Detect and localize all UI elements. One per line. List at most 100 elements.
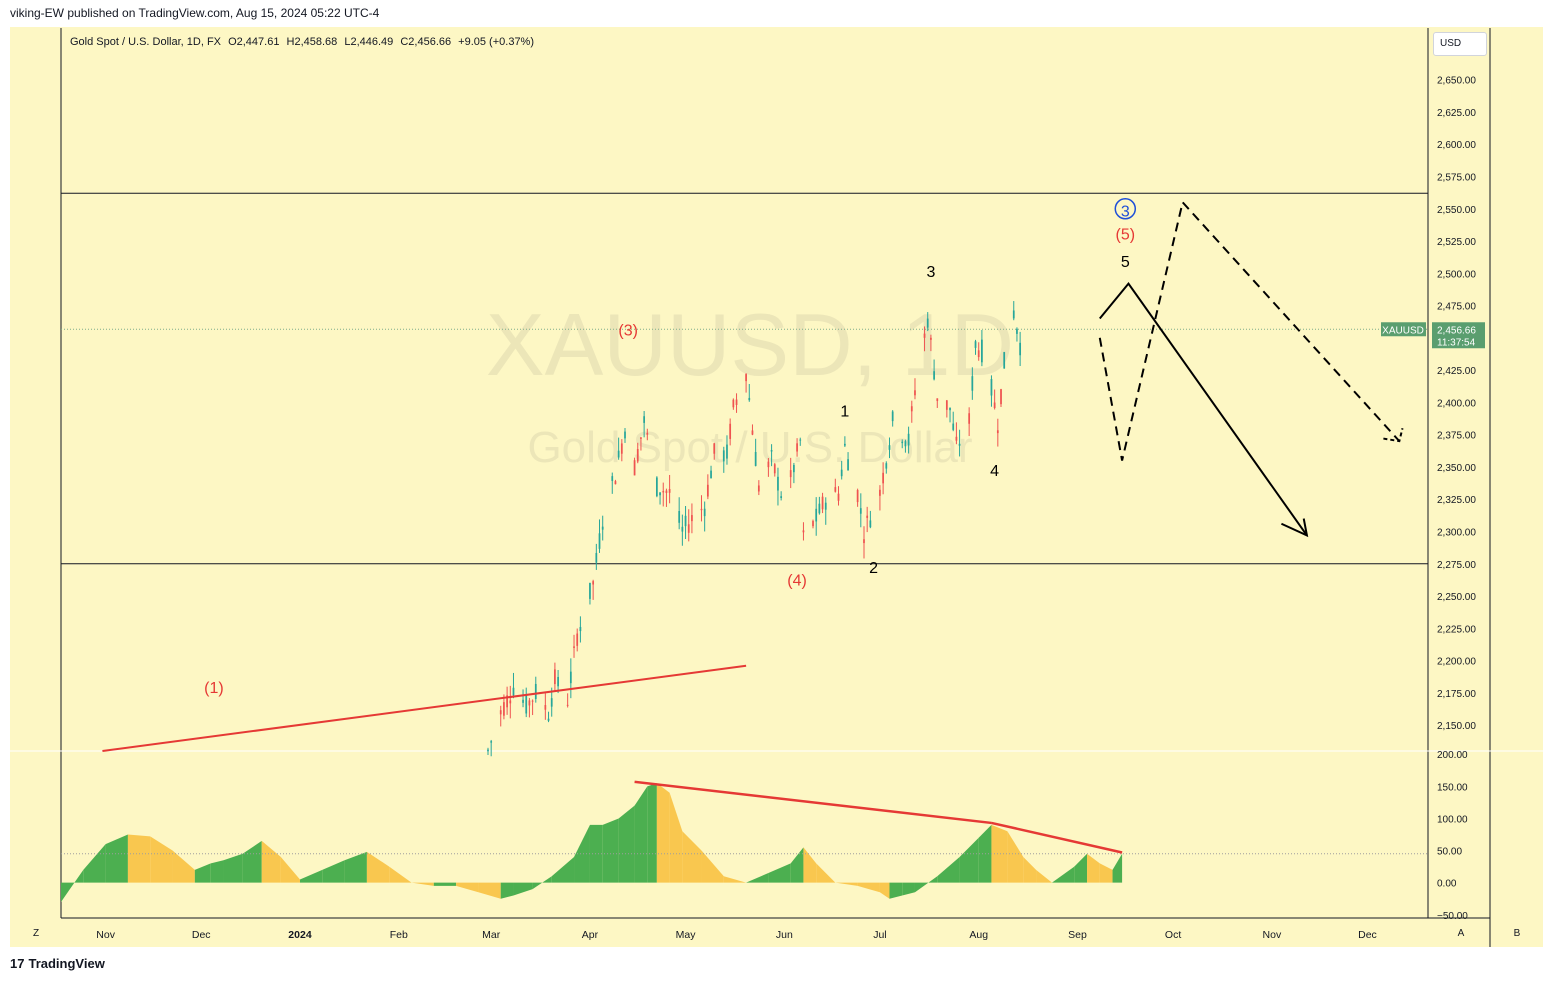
projection-primary-arrowhead bbox=[1281, 518, 1309, 538]
candle-body bbox=[691, 515, 693, 522]
oscillator-area-segment bbox=[790, 847, 804, 883]
chart-frame[interactable] bbox=[10, 27, 1543, 947]
divergence-line-end bbox=[991, 821, 1123, 854]
time-tick-label: Feb bbox=[390, 929, 408, 941]
candle-body bbox=[732, 399, 735, 408]
projection-alternate-path bbox=[1098, 200, 1401, 461]
tradingview-logo-icon: 17 bbox=[10, 956, 25, 971]
candle-body bbox=[684, 515, 687, 527]
candle-body bbox=[821, 496, 824, 510]
oscillator-area-segment bbox=[768, 863, 791, 883]
candle-body bbox=[882, 472, 884, 484]
price-tick-label: 2,350.00 bbox=[1437, 463, 1476, 474]
candle-body bbox=[579, 626, 582, 632]
candle-body bbox=[722, 450, 725, 462]
oscillator-area-segment bbox=[61, 869, 84, 902]
log-scale-button[interactable]: B bbox=[1513, 928, 1521, 939]
oscillator-area-segment bbox=[551, 856, 575, 883]
candle-body bbox=[958, 443, 961, 446]
oscillator-area-segment bbox=[83, 844, 106, 883]
time-tick-label: Nov bbox=[96, 929, 115, 941]
oscillator-area-segment bbox=[589, 824, 603, 883]
time-tick-label: Mar bbox=[482, 929, 501, 941]
candle-body bbox=[866, 515, 869, 518]
candle-body bbox=[933, 371, 935, 380]
oscillator-area-segment bbox=[280, 856, 300, 883]
oscillator-area-segment bbox=[618, 805, 635, 883]
oscillator-area-segment bbox=[959, 837, 979, 883]
candle-body bbox=[668, 489, 671, 493]
candle-body bbox=[930, 337, 932, 340]
oscillator-tick-label: 100.00 bbox=[1437, 814, 1468, 825]
watermark-symbol: XAUUSD, 1D bbox=[486, 295, 1014, 394]
oscillator-tick-label: 200.00 bbox=[1437, 750, 1468, 761]
oscillator-area-segment bbox=[210, 860, 224, 883]
candle-body bbox=[569, 671, 572, 684]
candle-body bbox=[525, 694, 528, 714]
candle-body bbox=[509, 700, 512, 704]
candle-body bbox=[796, 443, 798, 452]
wave-label-3-blue-circle bbox=[1114, 198, 1137, 220]
price-tick-label: 2,175.00 bbox=[1437, 689, 1476, 700]
candle-body bbox=[646, 432, 649, 435]
candle-body bbox=[547, 718, 550, 721]
auto-scale-button[interactable]: A bbox=[1457, 928, 1465, 939]
candle-body bbox=[713, 443, 716, 454]
price-tick-label: 2,500.00 bbox=[1437, 269, 1476, 280]
candle-body bbox=[726, 444, 728, 459]
price-tick-label: 2,625.00 bbox=[1437, 108, 1476, 119]
time-tick-label: May bbox=[676, 929, 697, 941]
currency-button[interactable]: USD bbox=[1433, 32, 1487, 56]
candle-body bbox=[770, 450, 773, 452]
price-tick-label: 2,475.00 bbox=[1437, 302, 1476, 313]
candle-body bbox=[566, 704, 569, 706]
candle-body bbox=[856, 490, 859, 503]
oscillator-area-segment bbox=[602, 818, 619, 883]
price-tick-label: 2,400.00 bbox=[1437, 398, 1476, 409]
red-trendline bbox=[102, 664, 747, 752]
oscillator-area-segment bbox=[723, 876, 747, 883]
candle-body bbox=[573, 646, 575, 648]
candle-body bbox=[1003, 352, 1006, 369]
time-tick-label: Oct bbox=[1165, 929, 1181, 941]
candle-body bbox=[767, 461, 770, 468]
candle-body bbox=[910, 406, 913, 412]
wave-label-5-red: (5) bbox=[1116, 227, 1136, 244]
candle-body bbox=[601, 526, 604, 530]
candle-body bbox=[665, 490, 668, 493]
projection-alternate-arrowhead bbox=[1383, 427, 1404, 443]
candle-body bbox=[643, 416, 646, 423]
oscillator-area-segment bbox=[914, 876, 938, 893]
price-tag-symbol-box bbox=[1381, 322, 1426, 337]
oscillator-area-segment bbox=[1036, 869, 1052, 883]
oscillator-area-segment bbox=[1087, 853, 1100, 883]
oscillator-area-segment bbox=[366, 851, 390, 883]
oscillator-area-segment bbox=[1023, 856, 1037, 883]
candle-body bbox=[818, 503, 821, 514]
timezone-button[interactable]: Z bbox=[32, 928, 40, 939]
candle-body bbox=[891, 411, 894, 422]
oscillator-tick-label: 150.00 bbox=[1437, 782, 1468, 793]
wave-label-3-blue: 3 bbox=[1121, 203, 1130, 220]
candle-body bbox=[589, 582, 591, 599]
tradingview-footer[interactable]: 17 TradingView bbox=[10, 956, 105, 971]
time-tick-label: Sep bbox=[1068, 929, 1087, 941]
time-tick-label: Jun bbox=[776, 929, 793, 941]
price-tick-label: 2,525.00 bbox=[1437, 237, 1476, 248]
candle-body bbox=[840, 469, 843, 477]
price-tag-box bbox=[1432, 322, 1485, 349]
oscillator-area-segment bbox=[322, 860, 345, 883]
oscillator-area-segment bbox=[682, 831, 702, 883]
price-tick-label: 2,250.00 bbox=[1437, 592, 1476, 603]
oscillator-area-segment bbox=[746, 873, 769, 883]
candle-body bbox=[640, 437, 642, 439]
oscillator-area-segment bbox=[701, 850, 724, 883]
candle-body bbox=[611, 476, 614, 481]
oscillator-area-segment bbox=[1099, 863, 1113, 883]
oscillator-area-segment bbox=[647, 783, 657, 883]
price-tick-label: 2,150.00 bbox=[1437, 721, 1476, 732]
candle-body bbox=[981, 339, 983, 363]
candle-body bbox=[706, 484, 709, 497]
candle-body bbox=[926, 318, 929, 328]
